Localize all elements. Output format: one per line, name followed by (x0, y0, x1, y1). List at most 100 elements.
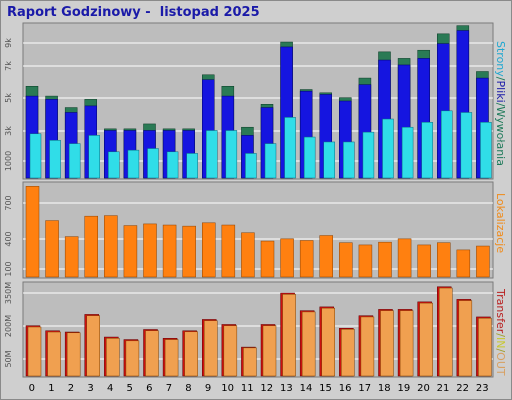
panel-0-background (22, 22, 494, 180)
locations-bar-13 (280, 238, 294, 278)
pages-bar-0 (29, 133, 42, 179)
locations-bar-0 (25, 186, 40, 278)
locations-bar-21 (437, 242, 451, 278)
locations-bar-19 (397, 238, 412, 278)
transfer-out-bar-1 (47, 331, 61, 377)
panel-0-tick-label-1: 7k (4, 61, 13, 71)
x-tick-label-16: 16 (339, 383, 352, 394)
legend-top-part-4: Wywołania (494, 106, 507, 166)
pages-bar-16 (343, 141, 355, 179)
transfer-out-bar-6 (145, 330, 159, 377)
pages-bar-2 (68, 143, 81, 179)
transfer-out-bar-2 (66, 332, 81, 377)
pages-bar-1 (49, 140, 61, 179)
locations-bar-18 (378, 241, 392, 278)
x-tick-label-1: 1 (48, 383, 54, 394)
x-tick-label-5: 5 (127, 383, 133, 394)
transfer-out-bar-3 (86, 315, 100, 377)
x-tick-label-18: 18 (378, 383, 391, 394)
transfer-out-bar-9 (204, 320, 218, 377)
locations-bar-6 (143, 223, 157, 278)
transfer-out-bar-21 (439, 287, 453, 377)
legend-top-part-0: Strony (494, 41, 507, 77)
locations-bar-3 (84, 215, 98, 278)
transfer-out-bar-23 (478, 317, 492, 377)
x-tick-label-15: 15 (319, 383, 332, 394)
locations-bar-14 (299, 240, 314, 278)
pages-bar-6 (147, 148, 159, 179)
pages-bar-13 (284, 117, 296, 179)
pages-bar-21 (441, 110, 453, 179)
x-tick-label-2: 2 (68, 383, 74, 394)
x-tick-label-11: 11 (241, 383, 254, 394)
pages-bar-19 (401, 126, 414, 179)
transfer-out-bar-12 (262, 325, 277, 377)
transfer-out-bar-18 (380, 310, 394, 377)
locations-bar-20 (417, 244, 431, 278)
panel-0-tick-label-2: 5k (4, 93, 13, 103)
pages-bar-5 (127, 149, 140, 179)
pages-bar-7 (166, 151, 179, 179)
transfer-out-bar-19 (399, 310, 414, 377)
x-tick-label-13: 13 (280, 383, 293, 394)
pages-bar-12 (264, 143, 277, 179)
x-tick-label-23: 23 (476, 383, 489, 394)
locations-bar-2 (64, 236, 79, 278)
x-tick-label-10: 10 (221, 383, 234, 394)
pages-bar-18 (382, 118, 394, 179)
pages-bar-14 (303, 136, 316, 179)
panel-0-tick-label-4: 1000 (4, 151, 13, 171)
locations-bar-16 (339, 242, 353, 278)
pages-bar-11 (245, 153, 257, 179)
locations-bar-23 (476, 245, 490, 278)
panel-0-tick-label-3: 3k (4, 126, 13, 136)
legend-bottom-part-0: Transfer (494, 289, 507, 334)
x-tick-label-22: 22 (456, 383, 469, 394)
pages-bar-20 (421, 122, 433, 179)
locations-bar-7 (162, 224, 177, 278)
transfer-out-bar-7 (164, 339, 179, 377)
legend-bottom: Transfer/IN/OUT (494, 289, 507, 376)
pages-bar-3 (88, 135, 100, 179)
legend-middle: Lokalizacje (494, 193, 507, 253)
locations-bar-17 (358, 244, 373, 278)
locations-bar-10 (221, 224, 236, 278)
legend-top: Strony/Pliki/Wywołania (494, 41, 507, 166)
locations-bar-12 (260, 240, 275, 278)
transfer-out-bar-22 (458, 300, 473, 377)
locations-bar-1 (45, 220, 59, 278)
locations-bar-4 (104, 215, 118, 278)
x-tick-label-8: 8 (185, 383, 191, 394)
pages-bar-23 (480, 122, 492, 179)
legend-middle-part-0: Lokalizacje (494, 193, 507, 254)
locations-bar-22 (456, 249, 471, 278)
x-tick-label-21: 21 (437, 383, 450, 394)
x-tick-label-17: 17 (358, 383, 371, 394)
panel-2-tick-label-1: 200M (4, 315, 13, 337)
panel-1-tick-label-0: 700 (4, 195, 13, 210)
locations-bar-9 (202, 222, 216, 278)
transfer-out-bar-10 (223, 325, 238, 377)
x-tick-label-0: 0 (29, 383, 35, 394)
x-tick-label-6: 6 (146, 383, 152, 394)
legend-bottom-part-2: IN (494, 336, 507, 349)
transfer-out-bar-14 (301, 311, 316, 377)
locations-bar-11 (241, 232, 255, 278)
panel-2-tick-label-0: 350M (4, 282, 13, 304)
panel-1-tick-label-2: 100 (4, 261, 13, 276)
pages-bar-8 (186, 153, 198, 179)
panel-1-background (22, 181, 494, 279)
panel-0-tick-label-0: 9k (4, 38, 13, 48)
transfer-out-bar-16 (341, 328, 355, 377)
transfer-out-bar-17 (360, 316, 375, 377)
legend-bottom-part-4: OUT (494, 352, 507, 376)
panel-2-background (22, 281, 494, 378)
x-tick-label-12: 12 (260, 383, 273, 394)
pages-bar-22 (460, 112, 473, 179)
transfer-out-bar-5 (125, 340, 140, 377)
x-tick-label-3: 3 (87, 383, 93, 394)
transfer-out-bar-13 (282, 294, 296, 377)
x-tick-label-20: 20 (417, 383, 430, 394)
